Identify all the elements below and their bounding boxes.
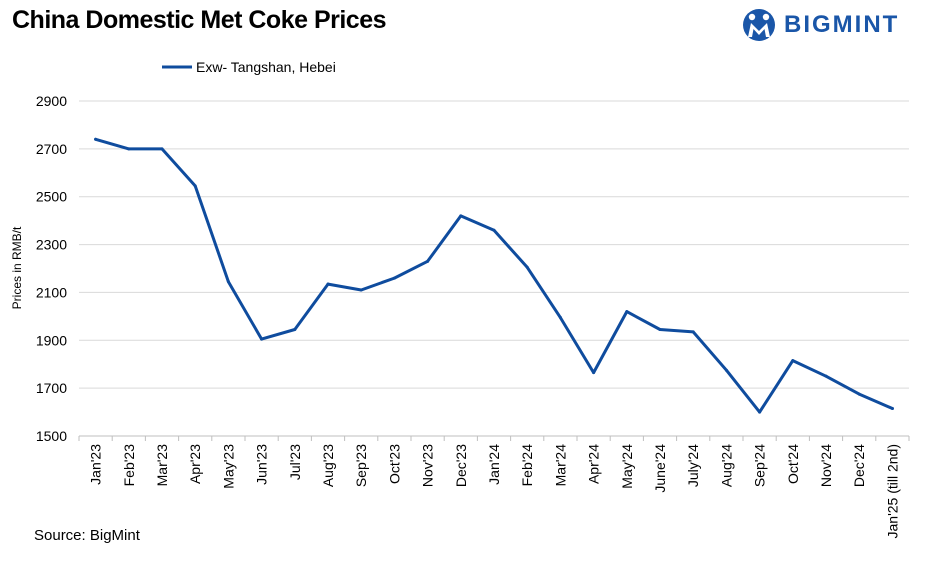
series-line-exw-tangshan [94, 137, 894, 414]
y-tick-label: 1700 [36, 380, 67, 396]
data-point [94, 137, 98, 141]
x-tick-label: Aug'24 [718, 444, 734, 487]
y-axis-label: Prices in RMB/t [10, 226, 24, 309]
y-tick-label: 2500 [36, 189, 67, 205]
data-point [558, 316, 562, 320]
x-tick-label: May'23 [220, 444, 236, 489]
y-tick-label: 1500 [36, 428, 67, 444]
data-point [890, 406, 894, 410]
x-tick-label: Jan'25 (till 2nd) [884, 444, 900, 539]
x-tick-label: Dec'24 [851, 444, 867, 487]
legend-label: Exw- Tangshan, Hebei [196, 59, 336, 75]
x-tick-label: May'24 [619, 444, 635, 489]
x-tick-label: Oct'24 [785, 444, 801, 484]
data-point [392, 276, 396, 280]
x-tick-label: June'24 [652, 444, 668, 493]
data-point [193, 184, 197, 188]
x-tick-label: Aug'23 [320, 444, 336, 487]
data-point [724, 368, 728, 372]
y-tick-labels: 1500 1700 1900 2100 2300 2500 2700 2900 [36, 93, 67, 444]
y-tick-label: 2300 [36, 237, 67, 253]
data-point [592, 371, 596, 375]
data-point [824, 374, 828, 378]
source-note: Source: BigMint [34, 527, 140, 544]
x-tick-label: Mar'23 [154, 444, 170, 487]
x-tick-label: Apr'23 [187, 444, 203, 484]
data-point [160, 147, 164, 151]
data-point [525, 265, 529, 269]
y-tick-label: 2700 [36, 141, 67, 157]
x-tick-label: Oct'23 [386, 444, 402, 484]
data-point [691, 330, 695, 334]
y-tick-label: 2100 [36, 284, 67, 300]
data-point [226, 280, 230, 284]
x-tick-label: Dec'23 [453, 444, 469, 487]
data-point [426, 259, 430, 263]
x-tick-label: Feb'24 [519, 444, 535, 487]
x-tick-label: July'24 [685, 444, 701, 487]
x-tick-label: Nov'24 [818, 444, 834, 487]
bigmint-logo-icon [743, 9, 775, 41]
y-tick-label: 1900 [36, 332, 67, 348]
x-tick-label: Jan'24 [486, 444, 502, 485]
data-point [492, 228, 496, 232]
data-point [791, 359, 795, 363]
data-point [459, 214, 463, 218]
x-tick-label: Nov'23 [420, 444, 436, 487]
data-point [359, 288, 363, 292]
data-point [260, 337, 264, 341]
x-tick-label: Sep'23 [353, 444, 369, 487]
legend: Exw- Tangshan, Hebei [162, 59, 336, 75]
x-tick-label: Jul'23 [287, 444, 303, 480]
x-tick-labels: Jan'23 Feb'23 Mar'23 Apr'23 May'23 Jun'23 Jul'… [88, 444, 901, 539]
y-tick-label: 2900 [36, 93, 67, 109]
x-tick-label: Sep'24 [752, 444, 768, 487]
x-tick-label: Apr'24 [586, 444, 602, 484]
chart-title: China Domestic Met Coke Prices [12, 6, 387, 34]
data-point [326, 282, 330, 286]
x-tick-label: Mar'24 [552, 444, 568, 487]
data-point [658, 328, 662, 332]
data-point [127, 147, 131, 151]
gridlines [79, 100, 909, 389]
x-tick-label: Jun'23 [254, 444, 270, 485]
logo-text: BIGMINT [784, 11, 900, 38]
x-tick-marks [78, 436, 910, 441]
bigmint-logo: BIGMINT [742, 6, 899, 44]
data-point [293, 328, 297, 332]
data-point [625, 310, 629, 314]
series-points [94, 137, 894, 414]
x-tick-label: Feb'23 [121, 444, 137, 487]
x-tick-label: Jan'23 [88, 444, 104, 485]
data-point [857, 392, 861, 396]
data-point [758, 410, 762, 414]
